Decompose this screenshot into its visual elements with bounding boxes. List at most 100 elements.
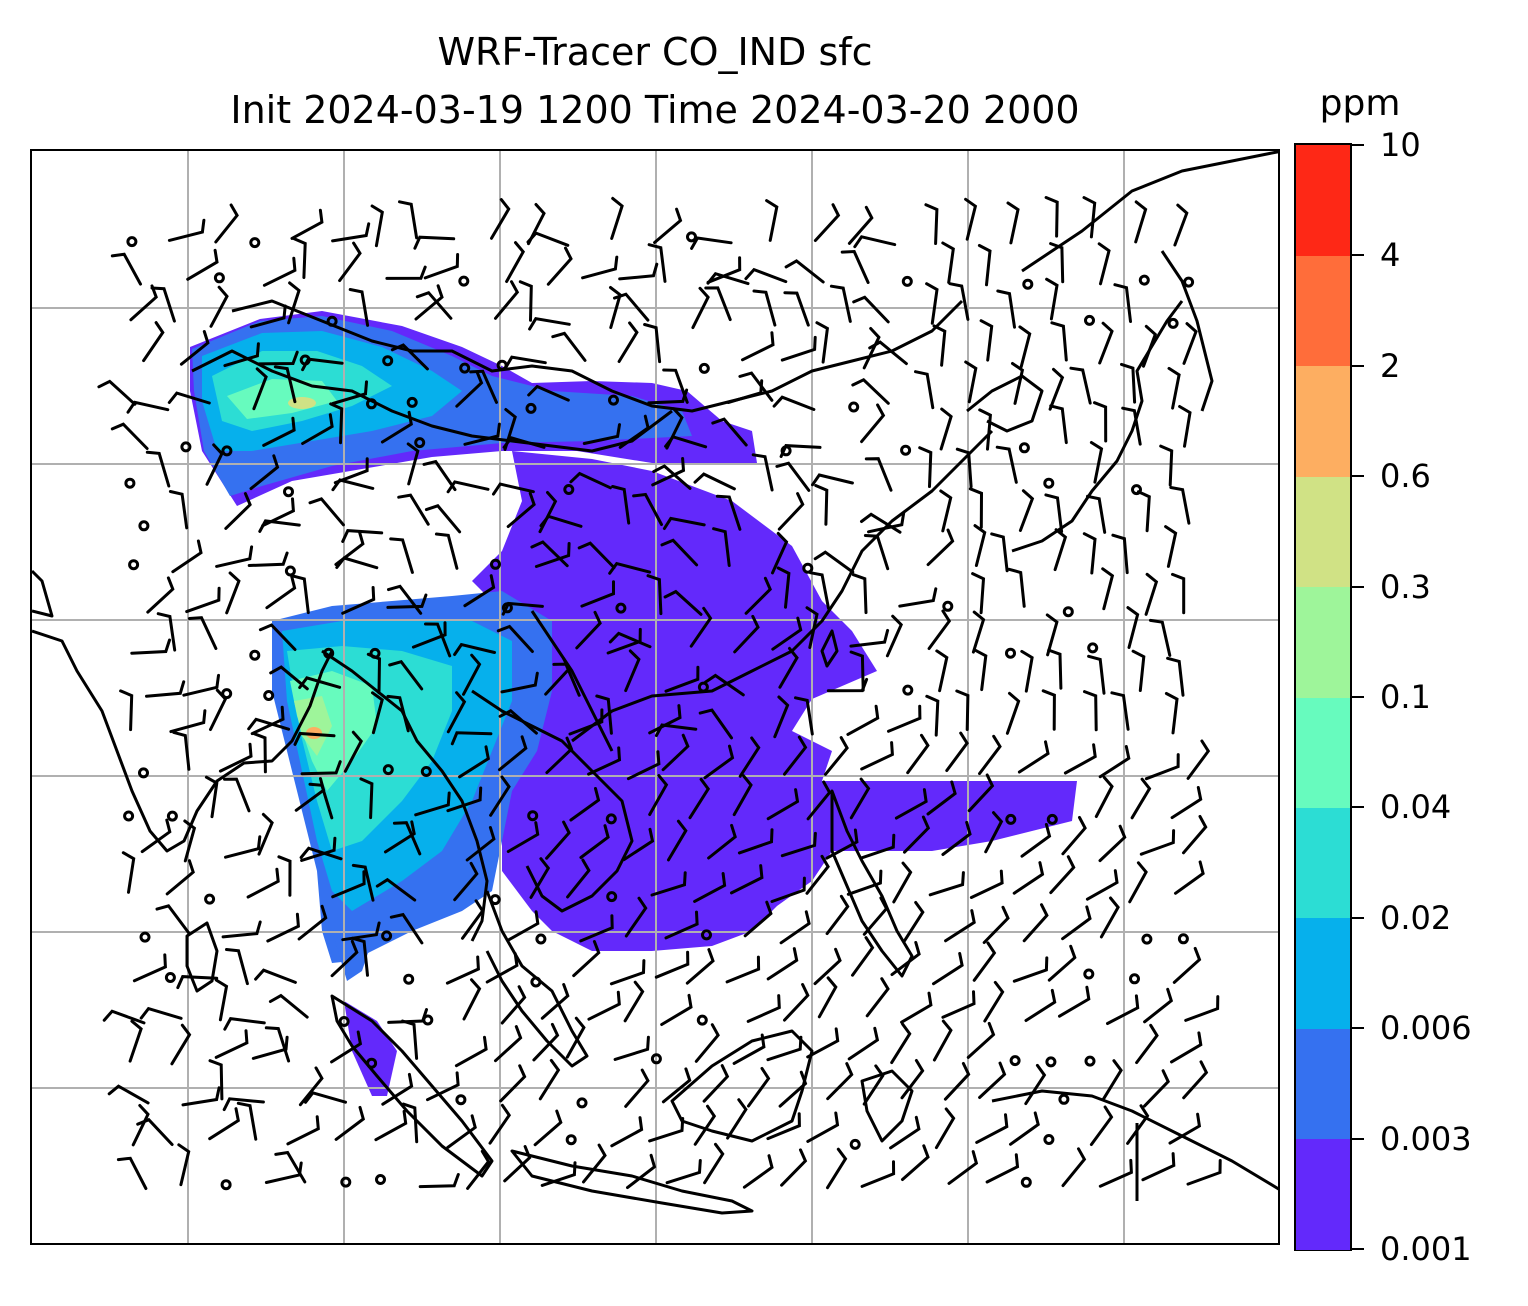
wind-barb	[925, 282, 939, 325]
wind-barb	[969, 869, 1004, 899]
wind-barb	[177, 1143, 191, 1187]
wind-barb	[1139, 829, 1176, 856]
wind-barb	[500, 985, 527, 1025]
wind-barb	[185, 586, 221, 614]
wind-barb	[258, 519, 301, 533]
wind-barb	[660, 993, 693, 1026]
wind-barb	[661, 733, 690, 772]
wind-barb	[661, 1067, 692, 1104]
wind-barb	[304, 1091, 347, 1104]
wind-barb	[928, 871, 965, 897]
wind-barb	[300, 760, 342, 776]
wind-barb	[859, 833, 896, 860]
wind-barb	[329, 402, 344, 445]
wind-barb	[918, 446, 933, 488]
wind-barb	[806, 1111, 840, 1143]
wind-barb	[924, 203, 939, 245]
wind-barb	[947, 1150, 979, 1185]
wind-barb	[568, 708, 604, 736]
wind-barb	[715, 494, 742, 531]
wind-barb	[1017, 740, 1050, 774]
wind-barb	[208, 1059, 224, 1101]
wind-barb	[794, 696, 814, 736]
wind-barb	[462, 978, 482, 1021]
coastlines	[32, 151, 1278, 1215]
calm-wind-circle	[340, 1176, 352, 1188]
wind-barb	[1087, 654, 1106, 695]
wind-barb	[805, 606, 819, 649]
wind-barb	[706, 256, 742, 284]
calm-wind-circle	[166, 810, 178, 822]
wind-barb	[1061, 905, 1092, 941]
wind-barb	[926, 528, 955, 567]
wind-barb	[811, 473, 854, 487]
wind-barb	[1169, 486, 1191, 525]
wind-barb	[610, 196, 624, 240]
wind-barb	[301, 413, 334, 445]
calm-wind-circle	[615, 602, 627, 614]
wind-barb	[415, 290, 453, 320]
wind-barb	[617, 321, 639, 363]
wind-barb	[771, 616, 803, 651]
calm-wind-circle	[802, 562, 814, 574]
wind-barb	[780, 831, 817, 858]
wind-barb	[618, 414, 650, 449]
wind-barb	[387, 584, 423, 615]
wind-barb	[626, 750, 661, 781]
wind-barb	[274, 1150, 307, 1184]
wind-barb	[527, 384, 570, 402]
wind-barb	[505, 241, 526, 283]
wind-barb	[426, 1071, 460, 1102]
wind-barb	[1082, 196, 1097, 239]
wind-barb	[1174, 860, 1205, 895]
calm-wind-circle	[606, 891, 618, 903]
wind-barb	[297, 904, 328, 941]
wind-barb	[334, 1105, 366, 1141]
wind-barb	[496, 624, 534, 653]
wind-barb	[932, 952, 964, 986]
wind-barb	[506, 491, 536, 528]
calm-wind-circle	[139, 931, 151, 943]
wind-barb	[744, 267, 788, 284]
wind-barb	[978, 734, 1002, 776]
wind-barb	[581, 255, 619, 280]
wind-barb	[690, 236, 733, 250]
wind-barb	[1172, 946, 1202, 984]
wind-barb	[398, 200, 419, 240]
calm-wind-circle	[128, 559, 140, 571]
wind-barb	[1168, 1112, 1202, 1145]
wind-barb	[538, 1058, 561, 1101]
colorbar-tick	[1352, 916, 1364, 919]
calm-wind-circle	[422, 1014, 434, 1026]
calm-wind-circle	[1062, 606, 1074, 618]
wind-barb	[925, 694, 940, 737]
wind-barb	[1069, 366, 1092, 405]
wind-barb	[1126, 1104, 1150, 1145]
wind-barb	[1006, 201, 1020, 245]
wind-barb	[968, 487, 984, 529]
wind-barb	[1110, 691, 1130, 731]
wind-barb	[664, 665, 700, 693]
calm-wind-circle	[381, 930, 393, 942]
coast-south-china	[571, 429, 994, 743]
wind-barb	[463, 422, 501, 446]
wind-barb	[587, 990, 621, 1021]
wind-barb	[1142, 324, 1158, 368]
wind-barb	[779, 444, 822, 458]
plume-center-base	[472, 451, 1077, 951]
wind-barb	[223, 342, 260, 368]
wind-barb	[424, 622, 452, 658]
calm-wind-circle	[326, 315, 338, 327]
wind-barb	[955, 689, 970, 731]
wind-barb	[1164, 525, 1178, 568]
wind-barb	[168, 490, 189, 530]
wind-barb	[744, 576, 772, 615]
wind-barb	[252, 732, 267, 774]
wind-barb	[1101, 1059, 1123, 1101]
colorbar-tick	[1352, 364, 1364, 367]
wind-barb	[626, 1153, 657, 1190]
wind-barb	[298, 676, 342, 689]
wind-barb	[293, 731, 336, 746]
wind-barb	[901, 1144, 930, 1181]
wind-barb	[648, 774, 669, 816]
